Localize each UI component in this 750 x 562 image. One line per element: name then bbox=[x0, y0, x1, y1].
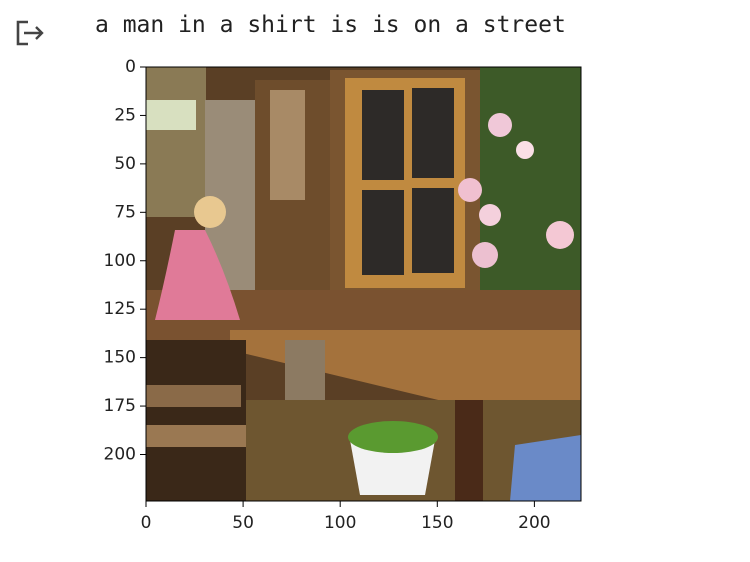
y-tick-label: 200 bbox=[104, 445, 136, 465]
caption: a man in a shirt is is on a street bbox=[95, 12, 566, 38]
output-icon bbox=[16, 20, 44, 46]
y-tick-label: 50 bbox=[114, 154, 136, 174]
y-tick-label: 150 bbox=[104, 348, 136, 368]
x-tick-label: 0 bbox=[141, 513, 152, 533]
y-tick-label: 0 bbox=[125, 57, 136, 77]
y-tick-label: 75 bbox=[114, 202, 136, 222]
photo bbox=[146, 67, 581, 501]
y-tick-label: 25 bbox=[114, 105, 136, 125]
x-tick-label: 100 bbox=[324, 513, 356, 533]
y-tick-label: 175 bbox=[104, 396, 136, 416]
x-tick-label: 150 bbox=[421, 513, 453, 533]
x-tick-label: 50 bbox=[232, 513, 254, 533]
y-tick-label: 125 bbox=[104, 299, 136, 319]
x-tick-label: 200 bbox=[518, 513, 550, 533]
y-tick-label: 100 bbox=[104, 251, 136, 271]
axes-frame bbox=[145, 66, 582, 502]
